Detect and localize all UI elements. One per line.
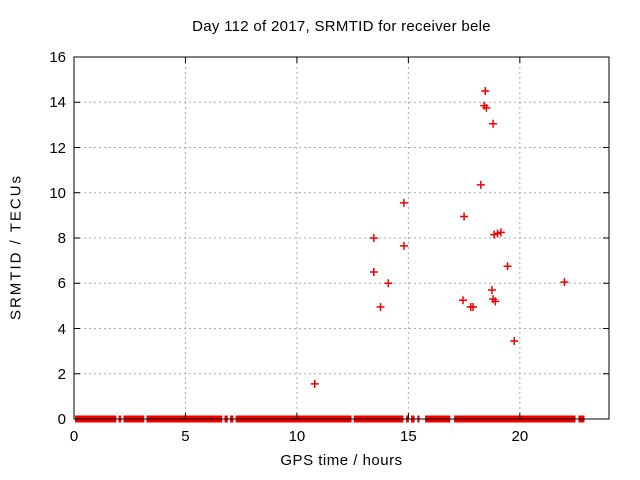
data-point-marker — [310, 379, 319, 388]
y-tick-label: 4 — [57, 320, 66, 338]
data-point-marker — [496, 228, 505, 237]
data-point-marker — [503, 262, 512, 271]
x-tick-label: 0 — [69, 428, 79, 445]
data-point-marker — [510, 336, 519, 345]
y-tick-label: 14 — [49, 94, 66, 112]
x-tick-label: 15 — [400, 428, 417, 445]
y-tick-label: 0 — [57, 411, 66, 428]
x-tick-label: 5 — [181, 428, 190, 445]
data-point-marker — [460, 212, 469, 221]
data-point-marker — [399, 241, 408, 250]
data-point-marker — [399, 198, 408, 207]
data-points — [310, 86, 569, 388]
y-tick-label: 6 — [57, 275, 66, 293]
y-tick-label: 12 — [49, 139, 66, 157]
data-point-marker — [376, 303, 385, 312]
data-point-marker — [491, 297, 500, 306]
data-point-marker — [560, 278, 569, 287]
x-tick-label: 20 — [511, 428, 529, 445]
y-tick-label: 10 — [49, 184, 66, 202]
data-point-marker — [476, 180, 485, 189]
data-point-marker — [487, 286, 496, 295]
data-point-marker — [384, 279, 393, 288]
x-tick-label: 10 — [288, 428, 306, 445]
axis-ticks — [73, 56, 609, 420]
grid-lines — [74, 57, 609, 419]
data-point-marker — [458, 296, 467, 305]
data-point-marker — [469, 303, 478, 312]
data-point-marker — [482, 103, 491, 112]
x-axis-title: GPS time / hours — [280, 452, 403, 469]
data-point-marker — [369, 234, 378, 242]
y-tick-label: 8 — [57, 230, 66, 247]
y-tick-label: 2 — [57, 365, 66, 383]
chart-title: Day 112 of 2017, SRMTID for receiver bel… — [192, 18, 491, 35]
data-point-marker — [481, 86, 490, 95]
y-tick-label: 16 — [49, 49, 66, 66]
data-point-marker — [369, 267, 378, 276]
data-point-marker — [489, 119, 498, 128]
